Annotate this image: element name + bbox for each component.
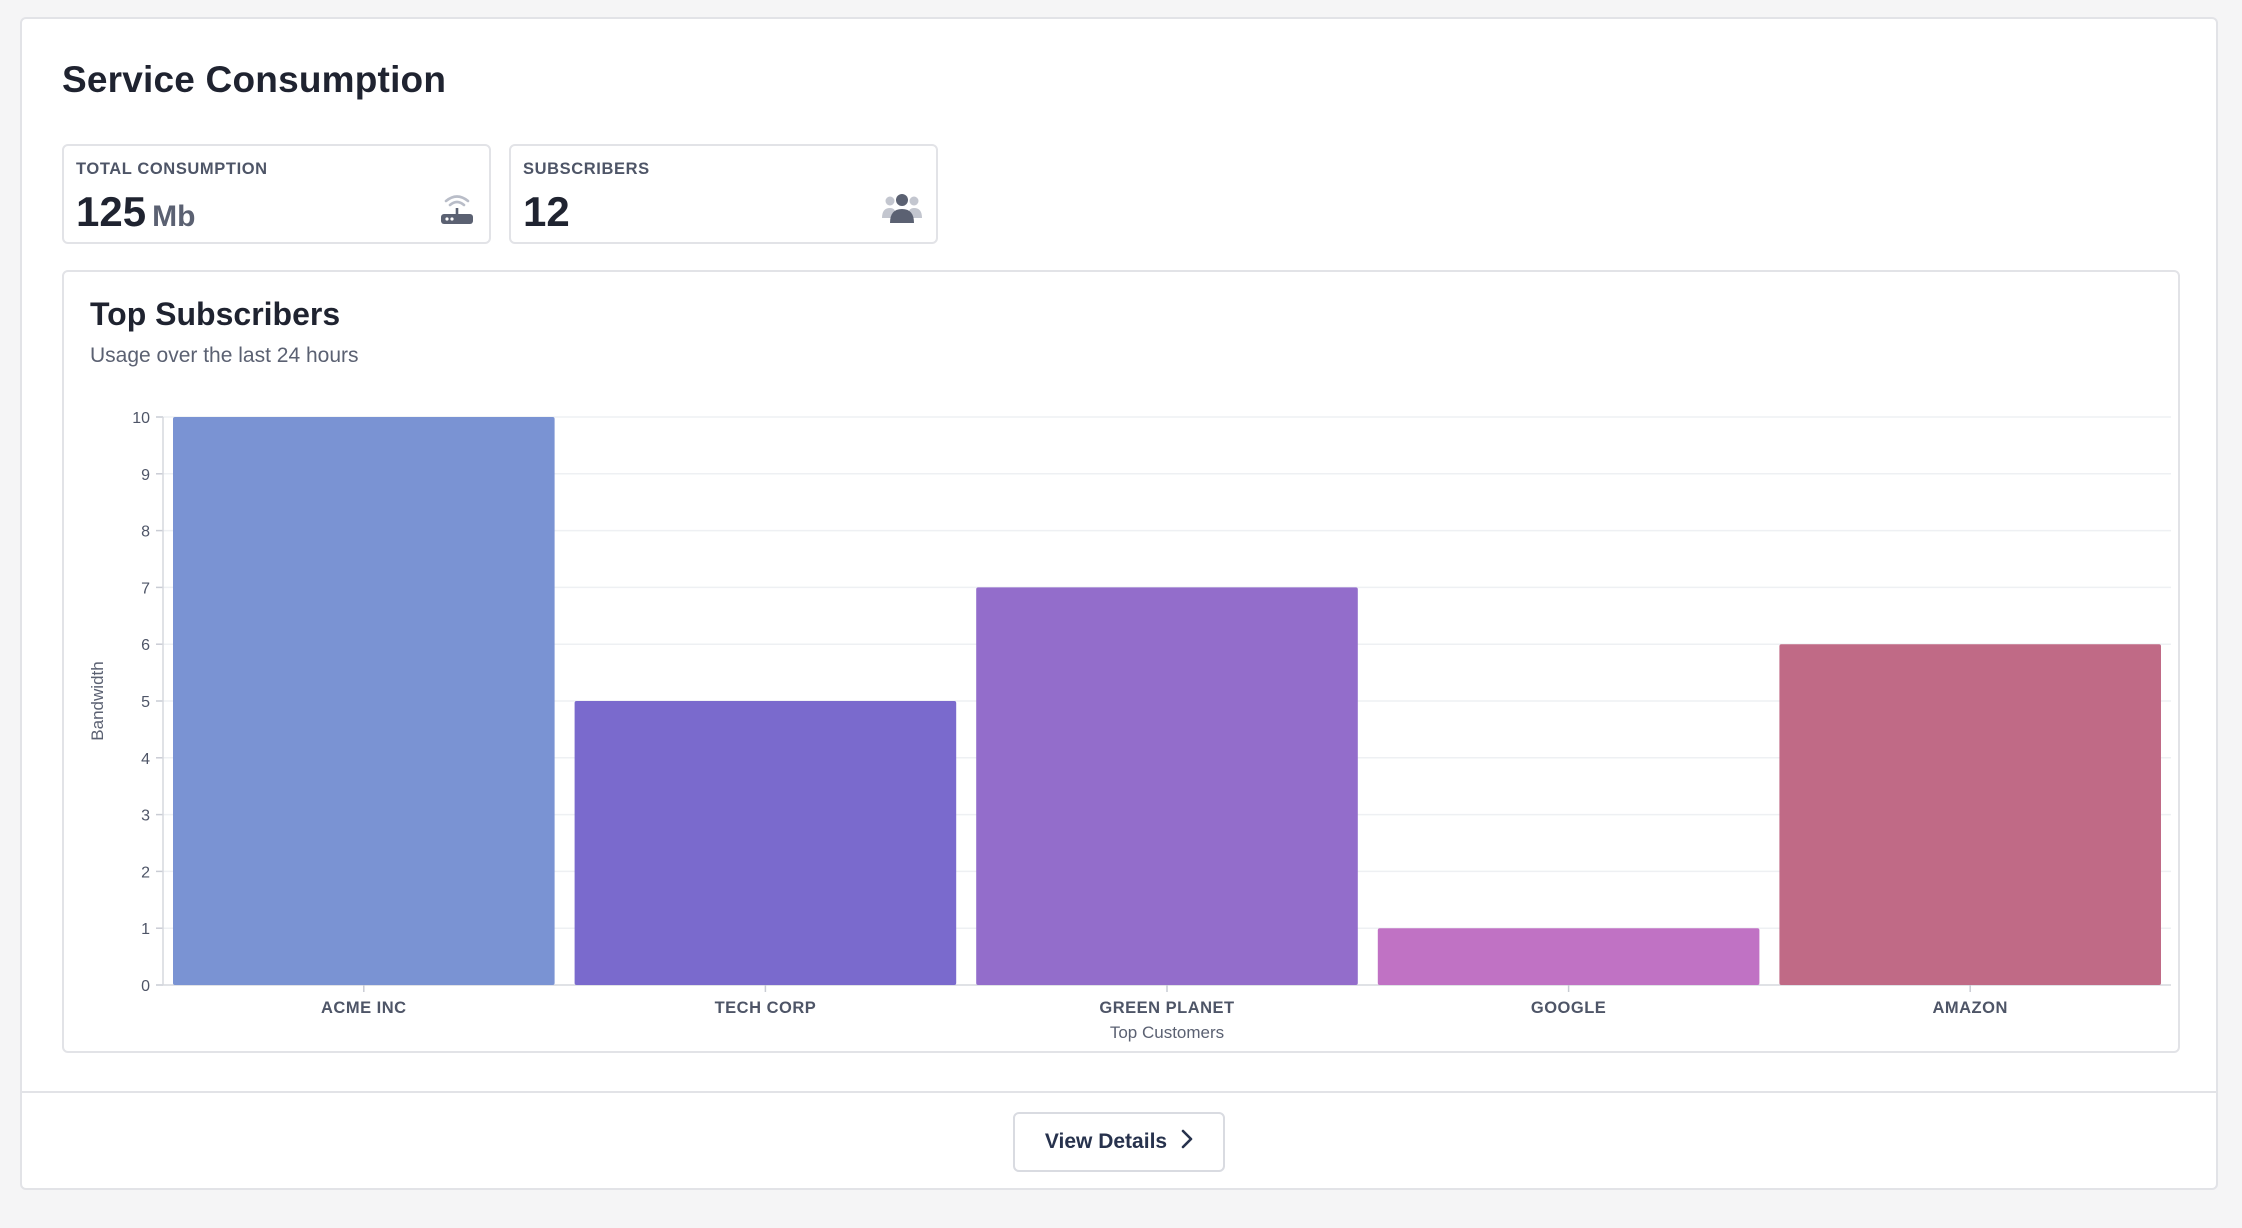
x-tick-label-3: GOOGLE [1531, 999, 1606, 1017]
y-tick-label-5: 5 [141, 694, 150, 711]
bar-amazon [1779, 644, 2161, 985]
subscribers-label: SUBSCRIBERS [523, 160, 650, 178]
page-title: Service Consumption [62, 59, 447, 100]
subscribers-card: SUBSCRIBERS 12 [509, 144, 938, 244]
chevron-right-icon [1181, 1129, 1193, 1155]
chart-subtitle: Usage over the last 24 hours [90, 344, 359, 367]
y-tick-label-1: 1 [141, 921, 150, 938]
view-details-button[interactable]: View Details [1013, 1112, 1225, 1172]
total-consumption-number: 125 [76, 188, 147, 235]
users-icon [882, 192, 922, 229]
y-tick-label-7: 7 [141, 580, 150, 597]
router-icon [439, 192, 475, 231]
bar-chart: 0 1 2 3 4 5 6 7 8 9 10 ACME INC TECH CORP GREEN PLANE… [88, 410, 2171, 1042]
bar-acme-inc [173, 417, 555, 985]
total-consumption-unit: Mb [152, 200, 196, 233]
total-consumption-card: TOTAL CONSUMPTION 125 Mb [62, 144, 491, 244]
service-consumption-card: Service Consumption TOTAL CONSUMPTION 12… [20, 17, 2218, 1190]
x-tick-label-4: AMAZON [1932, 999, 2007, 1017]
y-tick-label-2: 2 [141, 864, 150, 881]
x-tick-label-0: ACME INC [321, 999, 407, 1017]
chart-title: Top Subscribers [90, 296, 341, 332]
total-consumption-value: 125 Mb [76, 186, 195, 243]
y-tick-label-8: 8 [141, 524, 150, 541]
y-tick-label-6: 6 [141, 637, 150, 654]
view-details-label: View Details [1044, 1130, 1168, 1153]
x-tick-label-1: TECH CORP [715, 999, 817, 1017]
y-tick-label-10: 10 [132, 410, 150, 427]
y-tick-label-0: 0 [141, 978, 150, 995]
bar-tech-corp [574, 701, 957, 985]
footer-divider [22, 1091, 2216, 1093]
bar-green-planet [976, 587, 1358, 985]
y-tick-label-4: 4 [141, 751, 150, 768]
bar-google [1377, 928, 1760, 985]
x-axis-label: Top Customers [1110, 1023, 1224, 1042]
x-tick-label-2: GREEN PLANET [1099, 999, 1234, 1017]
y-axis-label: Bandwidth [88, 661, 107, 740]
y-tick-label-3: 3 [141, 808, 150, 825]
y-tick-label-9: 9 [141, 467, 150, 484]
top-subscribers-chart-card: Top Subscribers Usage over the last 24 h… [62, 270, 2180, 1053]
total-consumption-label: TOTAL CONSUMPTION [76, 160, 268, 178]
subscribers-value: 12 [523, 188, 570, 235]
